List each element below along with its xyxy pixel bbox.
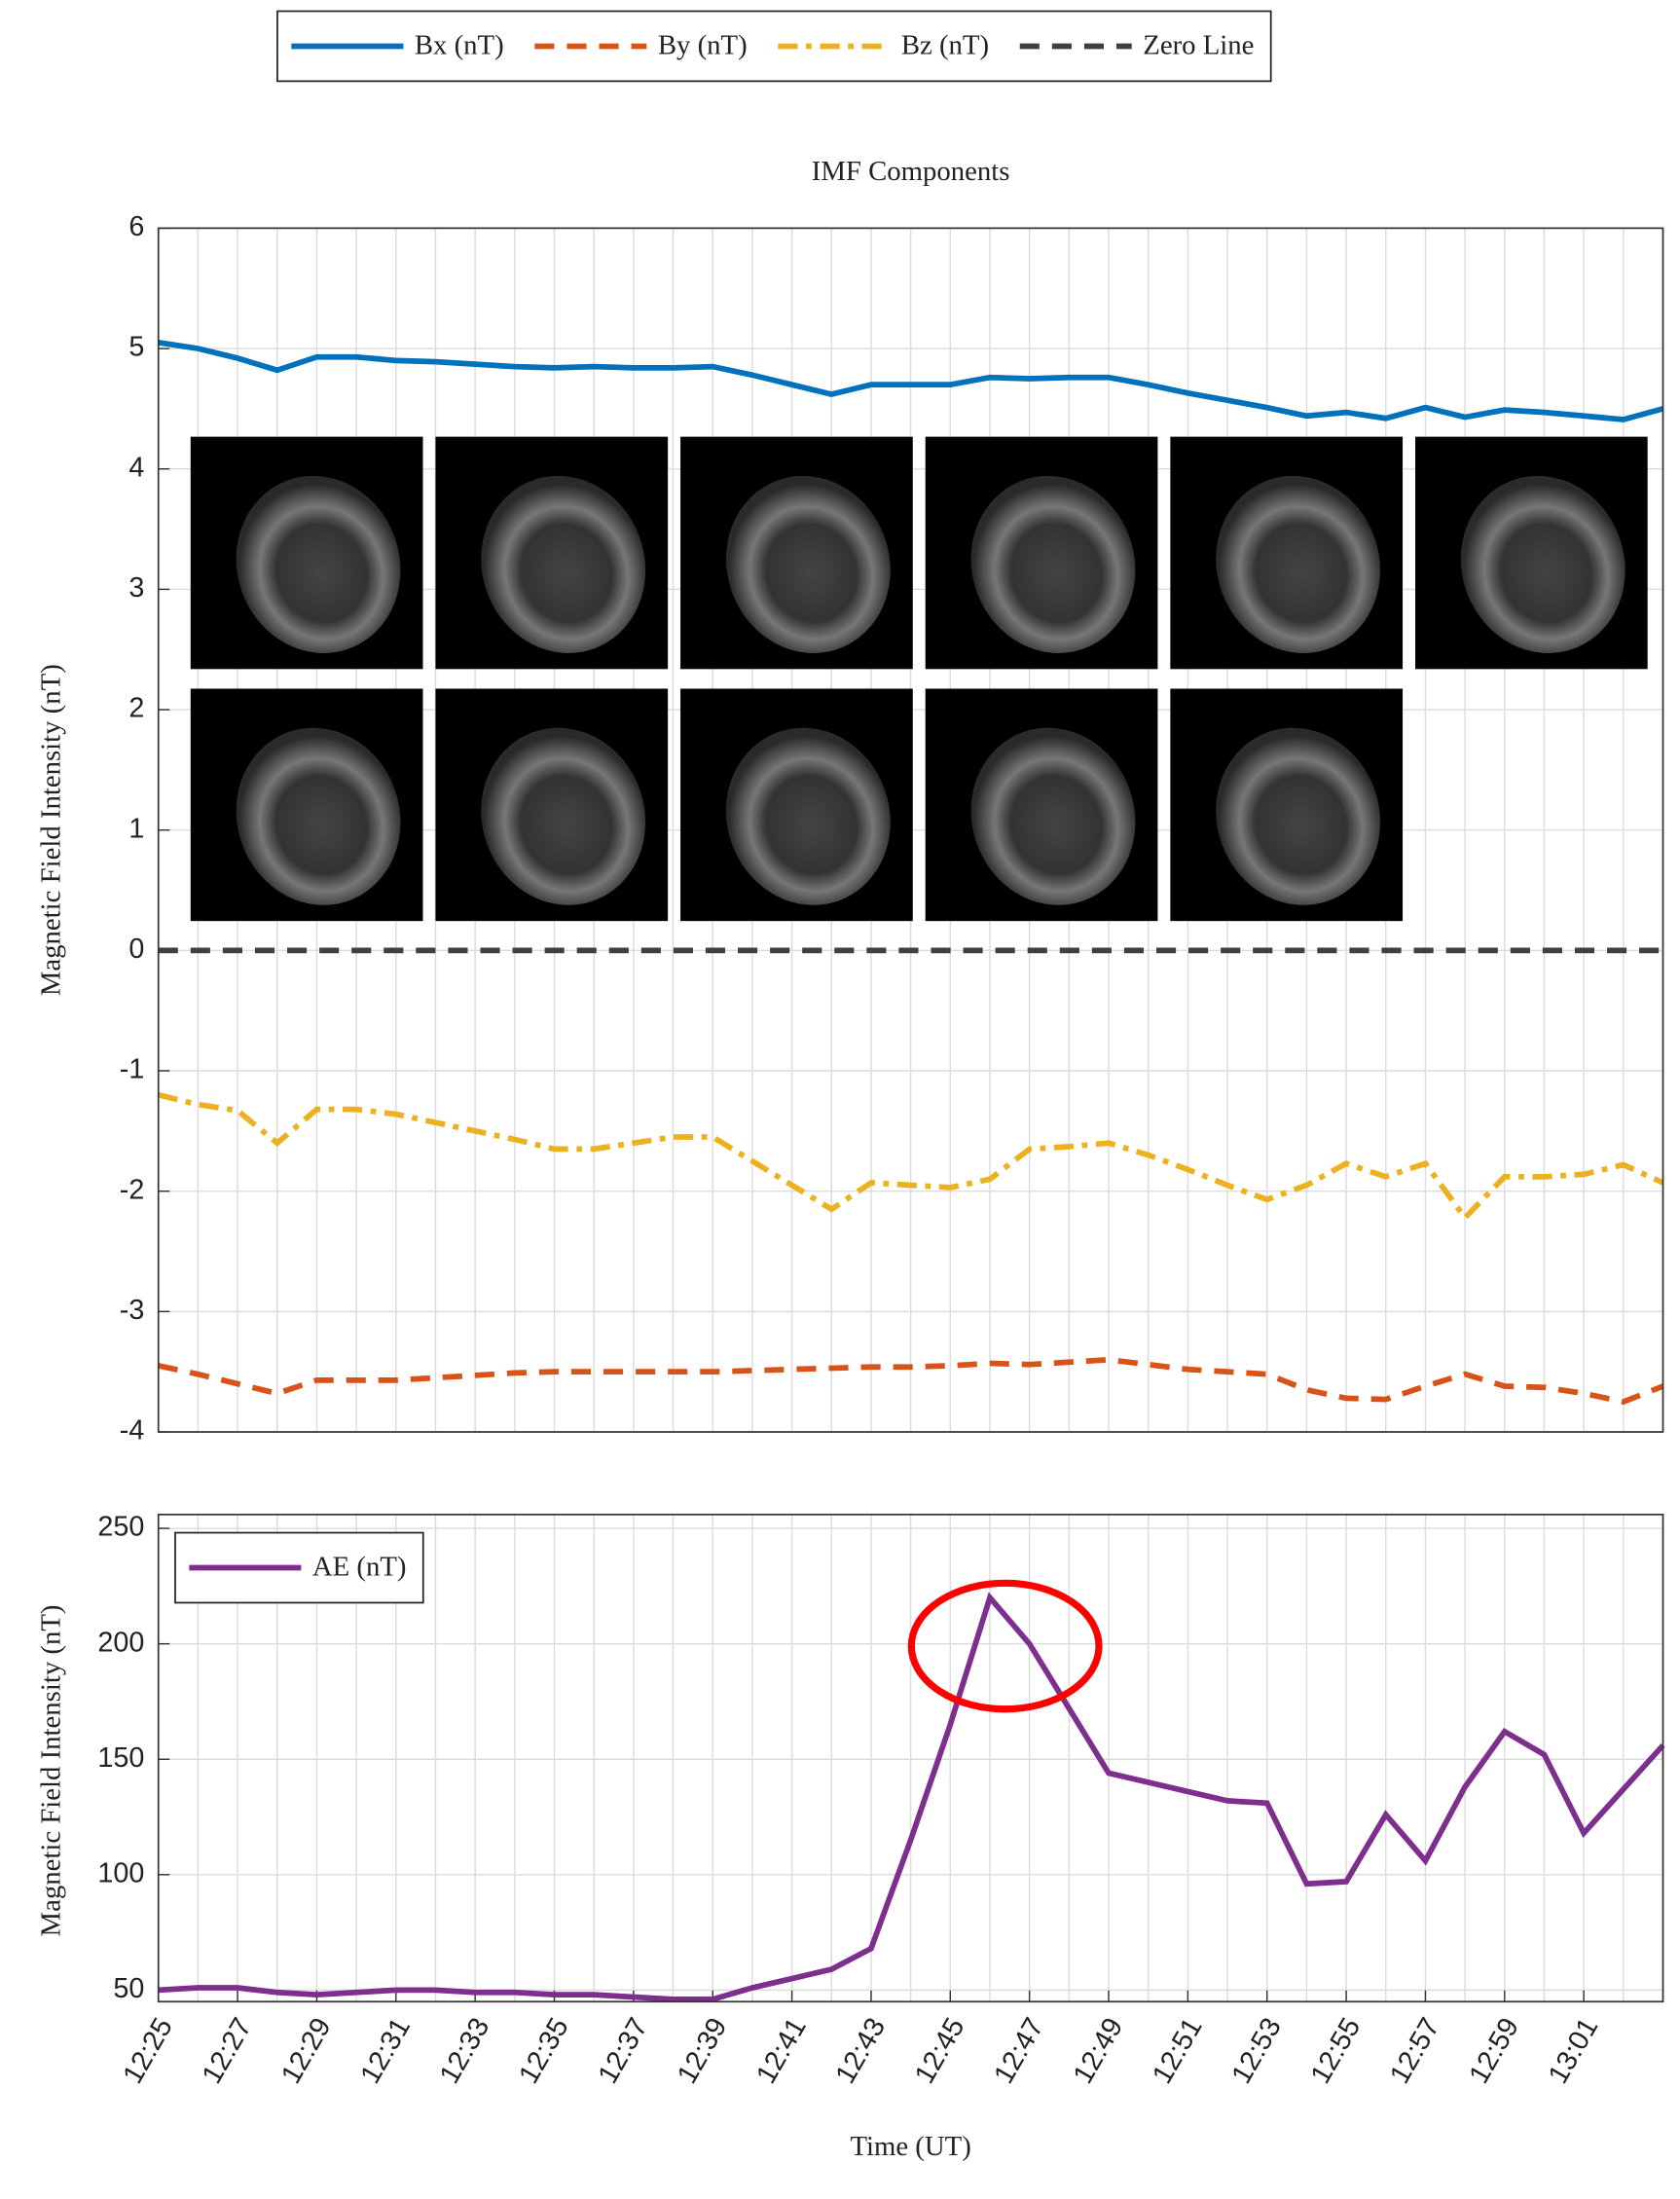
aurora-images — [190, 436, 1648, 922]
legend-label: Bz (nT) — [901, 29, 989, 60]
aurora-oval — [1216, 727, 1381, 905]
legend-label: AE (nT) — [312, 1552, 407, 1583]
legend-box — [276, 10, 1272, 83]
x-tick-label: 12:47 — [988, 2013, 1050, 2089]
x-tick-label: 13:01 — [1543, 2013, 1605, 2089]
x-tick-label: 12:57 — [1384, 2013, 1446, 2089]
x-tick-label: 12:59 — [1463, 2013, 1525, 2089]
y-tick-label: 4 — [128, 452, 144, 483]
legend-label: Bx (nT) — [415, 29, 504, 60]
x-tick-label: 12:53 — [1225, 2013, 1288, 2089]
series-line — [158, 1091, 1664, 1223]
x-tick-label: 12:37 — [592, 2013, 654, 2089]
y-tick-label: -1 — [120, 1054, 145, 1085]
x-tick-label: 12:33 — [434, 2013, 496, 2089]
y-axis-label: Magnetic Field Intensity (nT) — [35, 1605, 66, 1937]
y-tick-label: 100 — [97, 1857, 144, 1888]
aurora-oval — [725, 727, 891, 905]
y-tick-label: 150 — [97, 1742, 144, 1774]
y-tick-label: -3 — [120, 1295, 145, 1326]
y-tick-label: 50 — [113, 1973, 144, 2004]
legend-label: By (nT) — [658, 29, 748, 60]
legend-label: Zero Line — [1143, 29, 1254, 60]
y-tick-label: 0 — [128, 934, 144, 965]
x-tick-label: 12:49 — [1068, 2013, 1130, 2089]
aurora-oval — [970, 475, 1136, 653]
aurora-oval — [236, 475, 401, 653]
aurora-oval — [1460, 475, 1625, 653]
y-axis-label: Magnetic Field Intensity (nT) — [35, 664, 66, 996]
y-tick-label: 2 — [128, 693, 144, 724]
x-tick-label: 12:35 — [513, 2013, 575, 2089]
x-tick-label: 12:29 — [275, 2013, 338, 2089]
legend: Bx (nT) By (nT) Bz (nT) Zero Line — [276, 10, 1272, 83]
y-tick-label: 3 — [128, 572, 144, 604]
x-tick-label: 12:27 — [197, 2013, 259, 2089]
x-tick-label: 12:25 — [117, 2013, 179, 2089]
aurora-oval — [481, 727, 646, 905]
x-tick-label: 12:31 — [354, 2013, 417, 2089]
x-tick-label: 12:39 — [672, 2013, 734, 2089]
highlight-circle — [907, 1579, 1103, 1713]
y-tick-label: 5 — [128, 332, 144, 363]
aurora-oval — [481, 475, 646, 653]
x-tick-label: 12:45 — [909, 2013, 971, 2089]
x-tick-label: 12:55 — [1305, 2013, 1368, 2089]
x-axis-label: Time (UT) — [850, 2131, 970, 2162]
aurora-oval — [236, 727, 401, 905]
y-tick-label: 6 — [128, 211, 144, 242]
series-line — [158, 340, 1664, 422]
aurora-oval — [1216, 475, 1381, 653]
y-tick-label: -4 — [120, 1415, 145, 1447]
y-tick-label: 1 — [128, 813, 144, 844]
y-tick-label: 250 — [97, 1512, 144, 1543]
series-line — [158, 1356, 1664, 1406]
y-tick-label: 200 — [97, 1627, 144, 1658]
aurora-oval — [725, 475, 891, 653]
x-tick-label: 12:41 — [750, 2013, 813, 2089]
x-tick-label: 12:51 — [1147, 2013, 1209, 2089]
y-tick-label: -2 — [120, 1174, 145, 1205]
legend: AE (nT) — [174, 1531, 424, 1604]
chart-title: IMF Components — [812, 156, 1010, 187]
plot-frame — [157, 227, 1664, 1433]
x-tick-label: 12:43 — [830, 2013, 893, 2089]
aurora-oval — [970, 727, 1136, 905]
plot-frame — [157, 1513, 1664, 2003]
series-line — [158, 1592, 1665, 2002]
